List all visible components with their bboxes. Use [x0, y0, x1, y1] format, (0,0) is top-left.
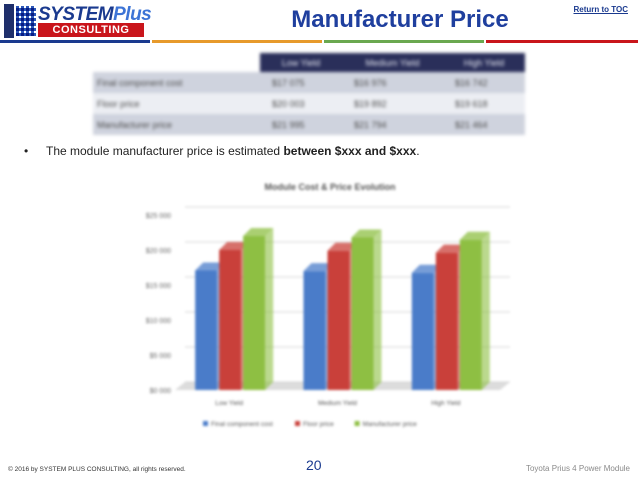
cost-price-chart: Module Cost & Price Evolution $0 000 $5 0…: [115, 175, 515, 440]
y-tick-label: $20 000: [146, 248, 171, 255]
company-logo: SYSTEMPlus CONSULTING: [4, 4, 152, 38]
table-header: High Yield: [442, 53, 525, 72]
legend-swatch: [295, 421, 300, 426]
logo-bar: [4, 4, 14, 38]
chart-svg: Module Cost & Price Evolution $0 000 $5 0…: [146, 182, 510, 428]
header-stripe-blue: [0, 40, 150, 43]
x-tick-label: Low Yield: [215, 400, 243, 407]
y-tick-label: $5 000: [150, 353, 172, 360]
bullet-point: • The module manufacturer price is estima…: [24, 144, 420, 158]
y-tick-label: $15 000: [146, 283, 171, 290]
logo-subtext: CONSULTING: [38, 23, 144, 37]
bar: [459, 231, 490, 390]
x-tick-label: High Yield: [431, 400, 461, 407]
bullet-icon: •: [24, 144, 29, 158]
header-stripe-orange: [152, 40, 322, 43]
header-stripe-green: [324, 40, 484, 43]
table-row: Manufacturer price $21 995 $21 794 $21 4…: [93, 114, 525, 135]
legend-entry: Final component cost: [211, 421, 273, 428]
x-tick-label: Medium Yield: [318, 400, 357, 407]
legend-swatch: [354, 421, 360, 426]
price-table: Low Yield Medium Yield High Yield Final …: [93, 53, 525, 135]
legend-entry: Floor price: [303, 421, 334, 428]
table-header: Low Yield: [260, 53, 343, 72]
bar: [351, 229, 382, 390]
table-row: Floor price $20 003 $19 892 $19 618: [93, 93, 525, 114]
legend-entry: Manufacturer price: [363, 421, 418, 428]
legend-swatch: [203, 421, 208, 426]
page-title: Manufacturer Price: [291, 6, 509, 33]
y-tick-label: $0 000: [150, 388, 172, 395]
bar: [219, 241, 250, 390]
logo-grid-icon: [16, 6, 36, 36]
table-row: Final component cost $17 075 $16 976 $16…: [93, 72, 525, 93]
header-stripe-red: [486, 40, 638, 43]
y-tick-label: $25 000: [146, 213, 171, 220]
chart-title: Module Cost & Price Evolution: [264, 182, 395, 192]
y-tick-label: $10 000: [146, 318, 171, 325]
copyright-text: © 2016 by SYSTEM PLUS CONSULTING, all ri…: [8, 466, 186, 473]
bar: [243, 228, 274, 390]
return-to-toc-link[interactable]: Return to TOC: [573, 5, 628, 14]
page-number: 20: [306, 457, 322, 473]
document-title: Toyota Prius 4 Power Module: [525, 464, 630, 473]
logo-text: SYSTEMPlus: [38, 4, 152, 25]
table-header: Medium Yield: [342, 53, 443, 72]
